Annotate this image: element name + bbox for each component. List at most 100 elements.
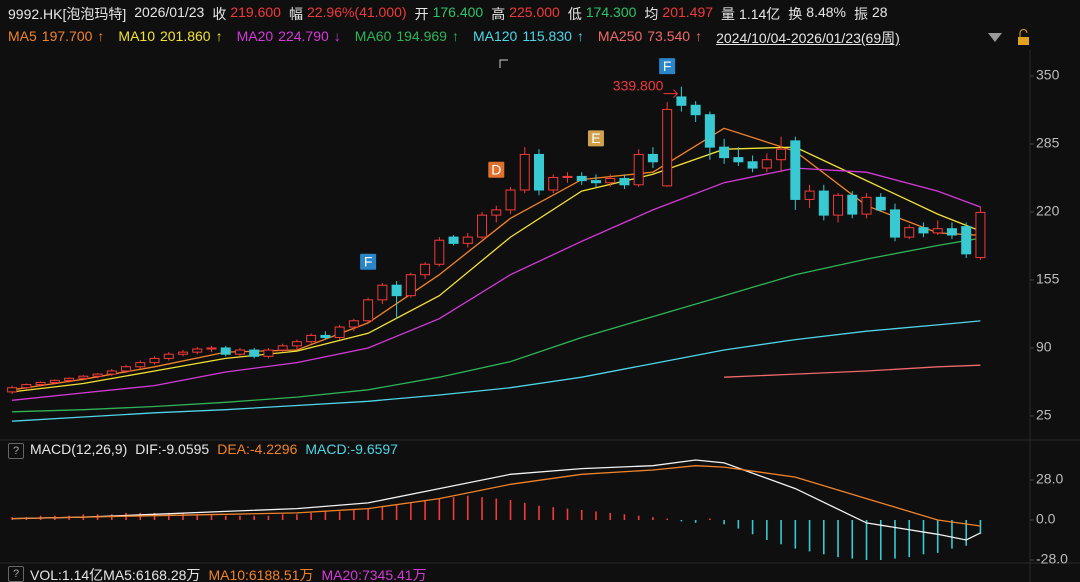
quote-field: 量 1.14亿 [721, 4, 780, 24]
candle-body [49, 379, 60, 383]
candle-body [847, 194, 858, 215]
quote-label: 均 [644, 6, 659, 22]
candle-body [477, 214, 488, 238]
candle-body [975, 211, 986, 259]
ma-line [12, 167, 981, 401]
volume-readout: MA20:7345.41万 [321, 567, 427, 582]
peak-label: 339.800 [613, 77, 664, 93]
candle-body [21, 384, 32, 389]
quote-field: 收 219.600 [212, 4, 281, 24]
candle-body [633, 153, 644, 186]
candle-body [263, 349, 274, 357]
candle-body [676, 96, 687, 106]
candle-body [961, 226, 972, 255]
quote-value: 174.300 [585, 4, 637, 20]
candle-body [875, 196, 886, 211]
peak-arrow [663, 89, 679, 99]
candle-body [605, 178, 616, 184]
candle-body [64, 377, 75, 381]
legend-trend: ↑ [451, 28, 459, 44]
candle-body [719, 146, 730, 159]
candle-body [918, 227, 929, 234]
quote-label: 高 [491, 6, 506, 22]
candle-body [106, 370, 117, 375]
candle-body [121, 366, 132, 372]
event-label: F [364, 253, 373, 269]
volume-readout: MA10:6188.51万 [208, 567, 314, 582]
candle-body [92, 373, 103, 377]
candle-body [662, 108, 673, 187]
macd-line [12, 459, 981, 541]
quote-text: 9992.HK[泡泡玛特] [8, 6, 127, 22]
quote-field: 高 225.000 [491, 4, 560, 24]
quote-value: 225.000 [509, 4, 560, 20]
help-icon[interactable]: ? [8, 443, 24, 459]
candle-body [405, 274, 416, 297]
quote-label: 低 [567, 6, 582, 22]
dropdown-icon[interactable] [988, 33, 1002, 42]
legend-name: MA250 [597, 28, 643, 44]
candle-body [505, 189, 516, 211]
candle-body [904, 227, 915, 238]
event-label: D [491, 161, 501, 177]
legend-trend: ↑ [215, 28, 223, 44]
legend-item: MA60 194.969 ↑ [355, 28, 459, 48]
legend-value: 115.830 [522, 28, 572, 44]
candle-body [135, 362, 146, 368]
candle-body [434, 239, 445, 265]
candle-body [363, 299, 374, 322]
candle-body [690, 104, 701, 116]
candle-body [149, 357, 160, 364]
quote-text: 2026/01/23 [134, 4, 205, 20]
candle-body [462, 236, 473, 244]
candle-body [548, 176, 559, 191]
legend-name: MA10 [118, 28, 155, 44]
candle-body [790, 140, 801, 200]
y-tick-label: 155 [1036, 271, 1060, 287]
quote-label: 量 [721, 6, 736, 22]
candle-body [776, 148, 787, 161]
quote-value: 176.400 [432, 4, 484, 20]
help-icon[interactable]: ? [8, 566, 24, 582]
ma-line [12, 127, 981, 391]
legend-trend: ↑ [97, 28, 105, 44]
lock-icon-shackle [1019, 29, 1028, 37]
candle-body [491, 209, 502, 216]
candle-body [647, 153, 658, 163]
legend-value: 224.790 [278, 28, 329, 44]
candle-body [306, 334, 317, 343]
y-tick-label: 25 [1036, 407, 1052, 423]
macd-line [12, 465, 981, 527]
quote-value: 219.600 [230, 4, 281, 20]
candle-body [562, 175, 573, 178]
candle-body [590, 180, 601, 184]
legend-name: MA120 [472, 28, 518, 44]
candle-body [818, 190, 829, 216]
volume-legend: VOL:1.14亿MA5:6168.28万 MA10:6188.51万 MA20:7… [30, 565, 427, 582]
volume-readout: VOL:1.14亿MA5:6168.28万 [30, 567, 201, 582]
legend-item: MA20 224.790 ↓ [237, 28, 341, 48]
quote-field: 换 8.48% [788, 4, 846, 24]
candle-body [249, 349, 260, 357]
legend-value: 201.860 [159, 28, 211, 44]
legend-trend: ↓ [333, 28, 341, 44]
y-tick-label: 28.0 [1036, 471, 1063, 487]
ma-line [12, 146, 981, 393]
candle-body [320, 334, 331, 338]
quote-field: 幅 22.96%(41.000) [289, 4, 407, 24]
event-badge [488, 161, 505, 178]
y-tick-label: 350 [1036, 67, 1060, 83]
candle-body [890, 209, 900, 238]
y-tick-label: -28.0 [1036, 551, 1068, 567]
candle-body [733, 157, 744, 163]
legend-trend: ↑ [695, 28, 703, 44]
candle-body [377, 284, 388, 301]
quote-value: 22.96%(41.000) [306, 4, 407, 20]
legend-item: MA10 201.860 ↑ [118, 28, 222, 48]
candle-body [861, 196, 872, 215]
candle-body [291, 341, 302, 347]
event-label: F [663, 58, 672, 74]
lock-icon[interactable] [1018, 37, 1029, 45]
